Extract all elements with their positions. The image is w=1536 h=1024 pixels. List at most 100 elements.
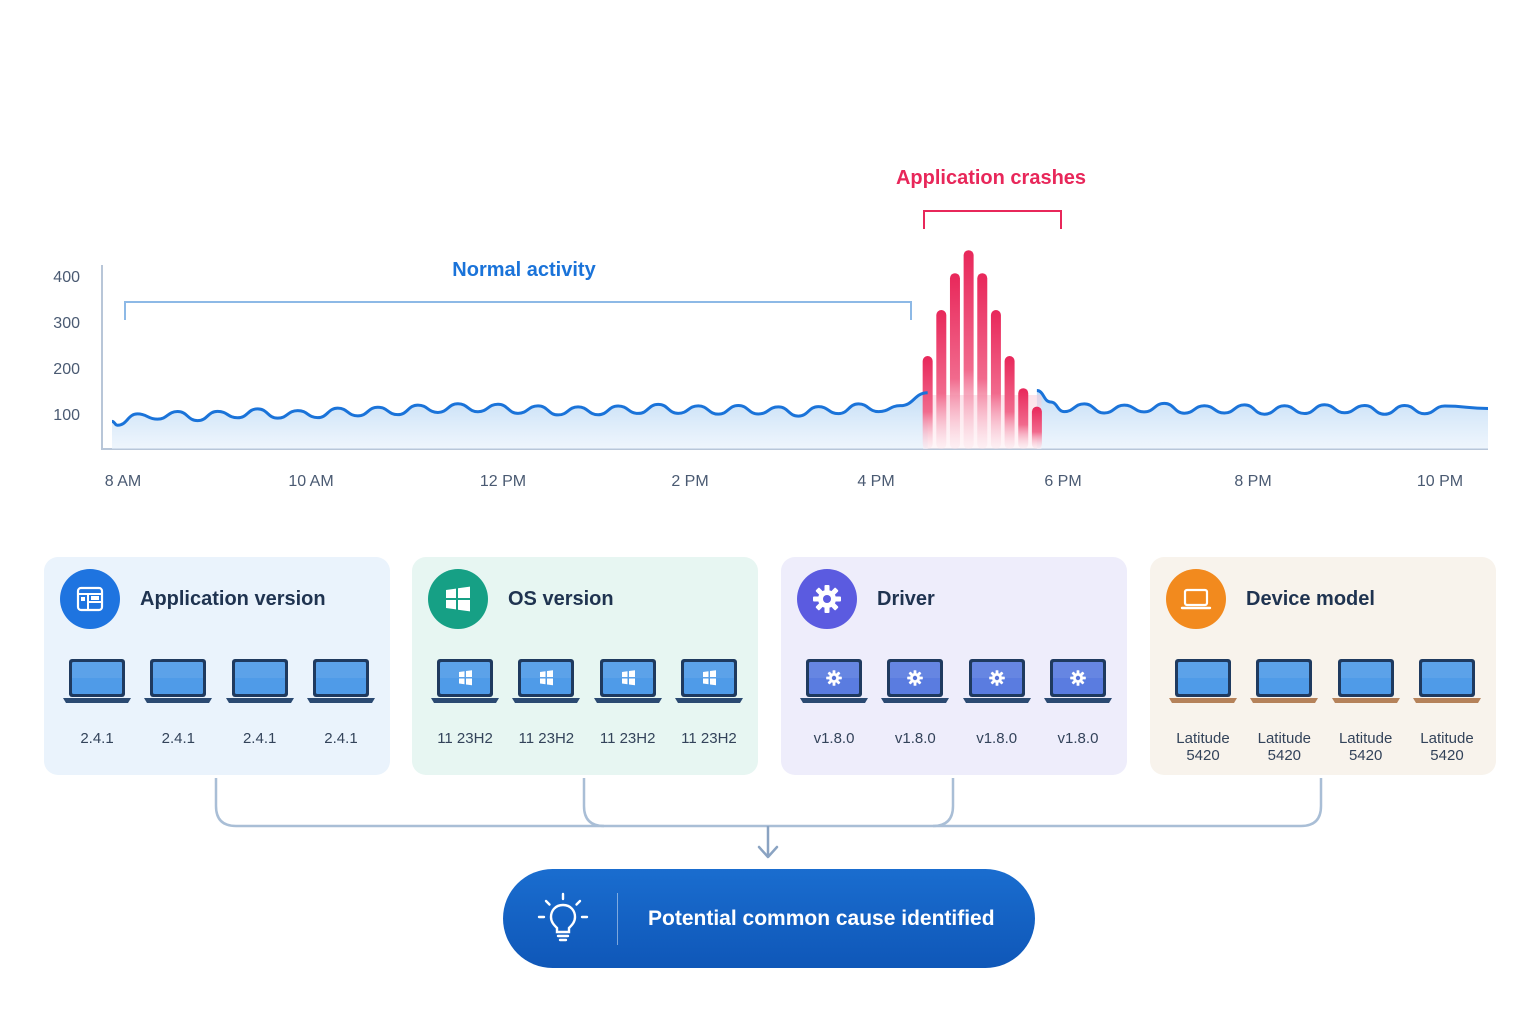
card-header: Driver — [797, 569, 935, 629]
activity-line-right — [1036, 389, 1489, 416]
device-label: 11 23H2 — [681, 730, 737, 747]
device-item[interactable]: Latitude 5420 — [1168, 657, 1238, 764]
device-item[interactable]: 2.4.1 — [306, 657, 376, 747]
device-label: 11 23H2 — [437, 730, 493, 747]
device-item[interactable]: 11 23H2 — [674, 657, 744, 747]
device-label: v1.8.0 — [1057, 730, 1099, 747]
crash-bar — [1004, 356, 1015, 449]
x-tick-label: 4 PM — [857, 473, 894, 490]
laptop-icon — [143, 657, 213, 710]
x-tick-label: 12 PM — [480, 473, 526, 490]
crash-bar — [936, 310, 947, 449]
device-label: Latitude 5420 — [1176, 730, 1230, 764]
device-item[interactable]: 11 23H2 — [511, 657, 581, 747]
crash-bar — [922, 356, 933, 449]
laptop-icon — [880, 657, 950, 710]
device-label: 2.4.1 — [161, 730, 196, 747]
laptop-icon — [225, 657, 295, 710]
crash-bar — [1031, 406, 1042, 449]
x-tick-label: 2 PM — [671, 473, 708, 490]
common-cause-banner[interactable]: Potential common cause identified — [503, 869, 1035, 968]
lightbulb-icon — [533, 890, 593, 948]
device-item[interactable]: Latitude 5420 — [1249, 657, 1319, 764]
crash-bar — [977, 273, 988, 449]
device-label: 2.4.1 — [242, 730, 277, 747]
device-item[interactable]: v1.8.0 — [962, 657, 1032, 747]
x-tick-label: 10 AM — [288, 473, 333, 490]
chart-axes: 100 200 300 400 8 AM 10 AM 12 PM 2 PM 4 PM 6 PM 8 … — [53, 265, 1488, 490]
laptop-icon — [62, 657, 132, 710]
device-list: 2.4.1 2.4.1 2.4.1 — [62, 657, 376, 747]
laptop-icon — [1043, 657, 1113, 710]
device-item[interactable]: 2.4.1 — [62, 657, 132, 747]
device-label: Latitude 5420 — [1420, 730, 1474, 764]
line-layer — [111, 389, 1489, 427]
x-tick-label: 8 AM — [105, 473, 141, 490]
device-item[interactable]: v1.8.0 — [1043, 657, 1113, 747]
windows-logo-icon — [428, 569, 488, 629]
gear-icon — [797, 569, 857, 629]
laptop-icon — [962, 657, 1032, 710]
device-label: 2.4.1 — [324, 730, 358, 747]
crash-bars — [922, 250, 1042, 449]
factor-card[interactable]: Application version 2.4.1 2.4.1 — [44, 557, 390, 775]
laptop-icon — [306, 657, 376, 710]
area-layer — [112, 390, 1488, 449]
crash-bar — [963, 250, 974, 449]
normal-area-right — [1036, 390, 1488, 449]
card-title: Application version — [140, 587, 326, 610]
laptop-icon — [1166, 569, 1226, 629]
device-label: 2.4.1 — [80, 730, 114, 747]
device-item[interactable]: 2.4.1 — [143, 657, 213, 747]
normal-activity-bracket — [124, 301, 912, 320]
factor-card[interactable]: Driver v1.8.0 v1.8.0 — [781, 557, 1127, 775]
y-tick-label: 100 — [53, 407, 80, 424]
annotations: Normal activity Application crashes — [124, 167, 1086, 320]
crash-bar — [949, 273, 960, 449]
laptop-icon — [799, 657, 869, 710]
laptop-icon — [593, 657, 663, 710]
device-item[interactable]: Latitude 5420 — [1331, 657, 1401, 764]
factor-card[interactable]: OS version 11 23H2 11 23H2 — [412, 557, 758, 775]
x-tick-label: 6 PM — [1044, 473, 1081, 490]
device-label: v1.8.0 — [894, 730, 936, 747]
laptop-icon — [511, 657, 581, 710]
device-list: Latitude 5420 Latitude 5420 Latitude 542… — [1168, 657, 1482, 764]
crash-bracket — [923, 210, 1062, 229]
activity-line-left — [111, 391, 928, 427]
device-label: Latitude 5420 — [1257, 730, 1312, 764]
y-tick-label: 400 — [53, 269, 80, 286]
laptop-icon — [1249, 657, 1319, 710]
card-header: Device model — [1166, 569, 1375, 629]
device-item[interactable]: 11 23H2 — [593, 657, 663, 747]
device-item[interactable]: v1.8.0 — [880, 657, 950, 747]
y-tick-label: 200 — [53, 361, 80, 378]
laptop-icon — [430, 657, 500, 710]
device-item[interactable]: 2.4.1 — [225, 657, 295, 747]
x-tick-label: 8 PM — [1234, 473, 1271, 490]
laptop-icon — [1168, 657, 1238, 710]
laptop-icon — [1412, 657, 1482, 710]
application-crashes-label: Application crashes — [896, 167, 1086, 189]
device-item[interactable]: Latitude 5420 — [1412, 657, 1482, 764]
device-label: v1.8.0 — [976, 730, 1018, 747]
card-header: OS version — [428, 569, 614, 629]
crash-timeline-chart: 100 200 300 400 8 AM 10 AM 12 PM 2 PM 4 PM 6 PM 8 … — [53, 167, 1489, 490]
device-list: 11 23H2 11 23H2 11 23H2 — [430, 657, 744, 747]
banner-divider — [617, 892, 618, 945]
common-cause-label: Potential common cause identified — [648, 906, 995, 930]
device-item[interactable]: 11 23H2 — [430, 657, 500, 747]
device-label: 11 23H2 — [599, 730, 656, 747]
card-title: OS version — [508, 587, 614, 610]
card-title: Driver — [877, 587, 935, 610]
card-header: Application version — [60, 569, 326, 629]
card-title: Device model — [1246, 587, 1375, 610]
device-item[interactable]: v1.8.0 — [799, 657, 869, 747]
device-list: v1.8.0 v1.8.0 v1.8.0 — [799, 657, 1113, 747]
device-label: v1.8.0 — [813, 730, 855, 747]
normal-activity-label: Normal activity — [452, 259, 596, 281]
normal-area-left — [112, 392, 928, 449]
app-window-icon — [60, 569, 120, 629]
y-tick-label: 300 — [53, 315, 80, 332]
factor-card[interactable]: Device model Latitude 5420 Latitude 5420 — [1150, 557, 1496, 775]
